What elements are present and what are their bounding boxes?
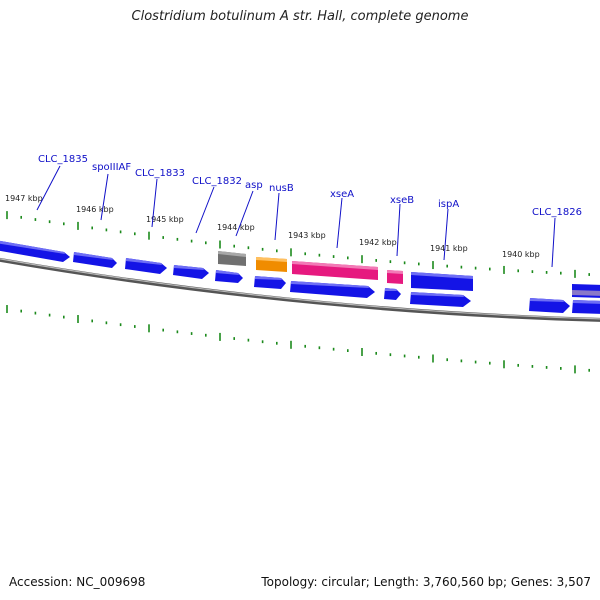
gene-feature-xseb[interactable] <box>387 270 403 284</box>
map-title: Clostridium botulinum A str. Hall, compl… <box>131 9 469 24</box>
gene-feature-xsea[interactable] <box>292 261 378 280</box>
gene-feature-row2-f[interactable] <box>410 292 471 307</box>
gene-feature-spoiiiaf[interactable] <box>73 252 117 268</box>
accession-text: Accession: NC_009698 <box>9 575 146 589</box>
gene-label-clc-1832[interactable]: CLC_1832 <box>192 176 242 187</box>
leader-line <box>36 165 61 211</box>
kbp-label: 1942 kbp <box>359 238 397 247</box>
lower-strand-features <box>215 270 600 314</box>
gene-label-ispa[interactable]: ispA <box>438 199 459 210</box>
gene-feature-row2-g[interactable] <box>529 298 570 313</box>
gene-feature-nusb[interactable] <box>256 257 287 272</box>
leader-line <box>151 178 158 228</box>
kbp-label: 1944 kbp <box>217 223 255 232</box>
gene-feature-clc-1833[interactable] <box>125 258 167 274</box>
gene-feature-ispa[interactable] <box>411 272 473 291</box>
label-leader-lines <box>36 165 556 268</box>
gene-feature-row2-c[interactable] <box>254 276 286 289</box>
kbp-label: 1945 kbp <box>146 215 184 224</box>
gene-feature-clc-1832[interactable] <box>173 265 209 279</box>
kbp-labels: 1947 kbp 1946 kbp 1945 kbp 1944 kbp 1943… <box>5 194 540 259</box>
gene-label-clc-1833[interactable]: CLC_1833 <box>135 168 185 179</box>
gene-feature-row2-d[interactable] <box>290 281 375 298</box>
gene-label-xsea[interactable]: xseA <box>330 189 354 200</box>
kbp-label: 1941 kbp <box>430 244 468 253</box>
leader-line <box>235 190 254 237</box>
leader-line <box>274 192 280 241</box>
gene-feature-row2-e[interactable] <box>384 288 401 300</box>
leader-line <box>195 186 215 234</box>
leader-line <box>396 203 401 257</box>
gene-feature-asp[interactable] <box>218 251 246 266</box>
gene-feature-clc-1835[interactable] <box>0 240 70 262</box>
leader-line <box>443 208 449 261</box>
gene-label-clc-1826[interactable]: CLC_1826 <box>532 207 582 218</box>
leader-line <box>551 217 556 268</box>
kbp-label: 1947 kbp <box>5 194 43 203</box>
gene-feature-row2-b[interactable] <box>215 270 243 283</box>
gene-labels: CLC_1835 spoIIIAF CLC_1833 CLC_1832 asp … <box>38 154 582 218</box>
gene-feature-clc-1826[interactable] <box>572 284 600 298</box>
genome-summary-text: Topology: circular; Length: 3,760,560 bp… <box>261 575 591 589</box>
kbp-label: 1940 kbp <box>502 250 540 259</box>
gene-label-asp[interactable]: asp <box>245 180 263 191</box>
forward-strand-features <box>0 240 600 298</box>
gene-label-nusb[interactable]: nusB <box>269 183 294 194</box>
genome-backbone <box>0 257 600 322</box>
gene-label-clc-1835[interactable]: CLC_1835 <box>38 154 88 165</box>
tick-row-top <box>6 211 591 278</box>
tick-row-bottom <box>6 305 591 374</box>
gene-label-xseb[interactable]: xseB <box>390 195 414 206</box>
kbp-label: 1943 kbp <box>288 231 326 240</box>
kbp-label: 1946 kbp <box>76 205 114 214</box>
gene-label-spoiiiaf[interactable]: spoIIIAF <box>92 162 131 173</box>
leader-line <box>100 173 109 221</box>
leader-line <box>336 197 343 249</box>
gene-feature-row2-h[interactable] <box>572 300 600 314</box>
